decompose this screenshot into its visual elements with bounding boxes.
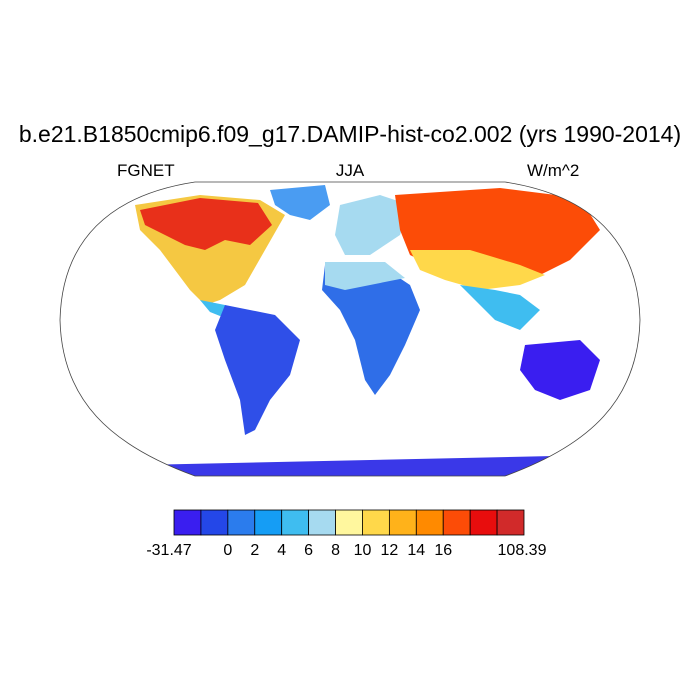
colorbar-tick-label-4: 6	[304, 542, 313, 559]
colorbar-box-1	[200, 509, 229, 536]
colorbar-box-5	[308, 509, 336, 536]
colorbar-box-6	[335, 509, 363, 536]
colorbar-tick-label-6: 10	[354, 542, 372, 559]
colorbar-box-11	[469, 509, 498, 536]
europe	[335, 195, 410, 255]
colorbar-box-2	[227, 509, 256, 536]
colorbar-box-3	[254, 509, 283, 536]
colorbar-box-10	[442, 509, 471, 536]
colorbar-tick-label-8: 14	[407, 542, 425, 559]
subtitle-left: FGNET	[117, 161, 175, 180]
colorbar-labels: -31.47 0 2 4 6 8 10 12 14 16 108.39	[146, 542, 546, 559]
colorbar-tick-label-0: -31.47	[146, 542, 191, 559]
colorbar-box-9	[415, 509, 444, 536]
asia-south	[410, 250, 545, 290]
subtitle-center: JJA	[335, 161, 365, 180]
north-america-north	[140, 198, 272, 250]
africa	[322, 265, 420, 395]
colorbar-tick-label-1: 0	[223, 542, 232, 559]
india-seasia	[460, 285, 540, 330]
colorbar-tick-label-3: 4	[277, 542, 286, 559]
subtitle-units: W/m^2	[527, 161, 580, 180]
greenland	[270, 185, 330, 220]
colorbar-box-12	[496, 509, 525, 536]
colorbar-box-0	[173, 509, 202, 536]
colorbar-box-7	[362, 509, 390, 536]
colorbar-tick-label-10: 108.39	[498, 542, 547, 559]
australia	[520, 340, 600, 400]
antarctica	[60, 455, 640, 476]
colorbar-tick-label-9: 16	[434, 542, 452, 559]
map-border	[59, 181, 641, 477]
africa-north	[325, 262, 405, 290]
colorbar-tick-label-2: 2	[250, 542, 259, 559]
plot-title: b.e21.B1850cmip6.f09_g17.DAMIP-hist-co2.…	[18, 121, 682, 147]
colorbar-box-4	[281, 509, 310, 536]
colorbar-box-8	[388, 509, 417, 536]
colorbar-boxes	[173, 509, 525, 536]
south-america	[215, 305, 300, 435]
colorbar-tick-label-5: 8	[331, 542, 340, 559]
colorbar-tick-label-7: 12	[380, 542, 398, 559]
